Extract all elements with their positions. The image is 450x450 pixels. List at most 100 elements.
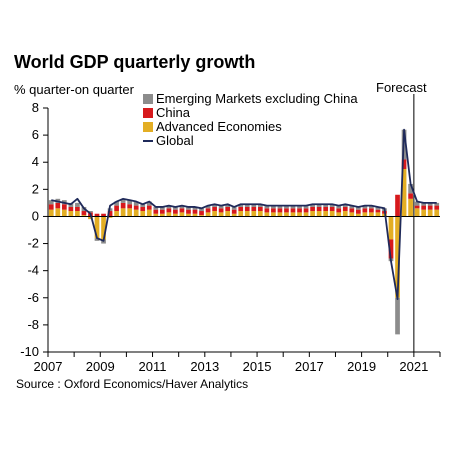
bar-china — [264, 208, 270, 213]
bar-emerging-markets — [369, 205, 374, 209]
y-tick-label: -10 — [20, 344, 39, 359]
bar-china — [349, 208, 355, 213]
bar-emerging-markets — [355, 206, 361, 210]
bar-china — [257, 206, 263, 212]
bar-advanced-economies — [290, 212, 296, 217]
bar-emerging-markets — [244, 204, 250, 207]
x-tick-label: 2013 — [190, 359, 219, 374]
bar-china — [434, 205, 440, 210]
bar-emerging-markets — [290, 205, 296, 209]
bar-china — [225, 206, 231, 212]
bar-emerging-markets — [342, 204, 348, 207]
bar-emerging-markets — [199, 208, 204, 212]
global-growth-line — [51, 128, 437, 301]
bar-china — [205, 208, 211, 213]
bar-china — [218, 208, 224, 213]
bar-emerging-markets — [48, 200, 54, 205]
bar-emerging-markets — [316, 204, 322, 207]
bar-emerging-markets — [153, 206, 159, 210]
legend-item-emerging: Emerging Markets excluding China — [143, 92, 358, 106]
bar-china — [179, 208, 185, 213]
bar-emerging-markets — [173, 206, 178, 210]
bar-emerging-markets — [186, 206, 191, 210]
bar-china — [166, 208, 172, 213]
y-tick-label: 8 — [32, 100, 39, 115]
bar-emerging-markets — [179, 205, 185, 209]
bar-emerging-markets — [310, 204, 315, 207]
y-tick-label: -8 — [27, 317, 39, 332]
x-tick-label: 2021 — [399, 359, 428, 374]
bar-advanced-economies — [336, 212, 342, 217]
bar-china — [68, 206, 74, 212]
bar-emerging-markets — [133, 201, 139, 206]
bar-advanced-economies — [257, 211, 263, 217]
source-note: Source : Oxford Economics/Haver Analytic… — [16, 377, 249, 391]
bar-advanced-economies — [264, 212, 270, 217]
bar-advanced-economies — [238, 211, 244, 217]
bar-china — [401, 159, 407, 169]
forecast-label: Forecast — [376, 80, 427, 95]
bar-emerging-markets — [303, 205, 309, 209]
bar-china — [133, 205, 139, 210]
bar-advanced-economies — [421, 209, 427, 217]
bar-advanced-economies — [107, 216, 113, 218]
legend-label-china: China — [156, 105, 190, 120]
bar-advanced-economies — [303, 212, 309, 217]
bar-emerging-markets — [225, 204, 231, 207]
bar-emerging-markets — [231, 206, 237, 210]
bar-emerging-markets — [212, 204, 217, 207]
bar-advanced-economies — [342, 211, 348, 217]
bar-china — [212, 206, 217, 212]
bar-china — [61, 204, 67, 210]
bar-china — [290, 208, 296, 213]
bar-emerging-markets — [362, 205, 368, 209]
bar-advanced-economies — [146, 209, 152, 217]
bar-emerging-markets — [395, 297, 400, 335]
legend-label-global: Global — [156, 133, 194, 148]
bar-advanced-economies — [310, 211, 315, 217]
bar-emerging-markets — [323, 204, 329, 207]
bar-advanced-economies — [179, 212, 185, 217]
bar-china — [414, 205, 420, 209]
bar-emerging-markets — [166, 205, 172, 209]
bar-emerging-markets — [427, 202, 433, 206]
bar-emerging-markets — [421, 202, 427, 206]
legend-swatch-china — [143, 108, 153, 118]
bar-china — [114, 205, 119, 212]
bar-emerging-markets — [277, 205, 283, 209]
bar-china — [297, 208, 302, 213]
bar-emerging-markets — [120, 198, 126, 203]
bar-advanced-economies — [127, 208, 133, 217]
bar-emerging-markets — [414, 201, 420, 206]
bar-emerging-markets — [238, 204, 244, 207]
bar-advanced-economies — [401, 169, 407, 217]
bar-china — [244, 206, 250, 212]
bar-emerging-markets — [140, 204, 146, 207]
bar-emerging-markets — [127, 200, 133, 205]
bar-china — [107, 211, 113, 217]
chart-title: World GDP quarterly growth — [14, 52, 256, 72]
x-tick-label: 2015 — [243, 359, 272, 374]
x-tick-label: 2011 — [139, 359, 167, 374]
bar-advanced-economies — [140, 211, 146, 217]
bar-china — [159, 209, 165, 214]
bar-emerging-markets — [114, 201, 119, 206]
bar-china — [251, 206, 257, 212]
bar-china — [323, 206, 329, 212]
bar-advanced-economies — [349, 212, 355, 217]
legend-item-advanced: Advanced Economies — [143, 120, 358, 134]
legend: Emerging Markets excluding China China A… — [143, 92, 358, 148]
bar-advanced-economies — [329, 211, 335, 217]
bar-advanced-economies — [120, 208, 126, 217]
bar-advanced-economies — [212, 211, 217, 217]
x-tick-label: 2017 — [295, 359, 324, 374]
bar-advanced-economies — [297, 212, 302, 217]
bar-china — [140, 206, 146, 212]
bar-advanced-economies — [199, 215, 204, 217]
bar-china — [192, 209, 198, 214]
bar-china — [329, 206, 335, 212]
bar-advanced-economies — [395, 216, 400, 298]
bar-china — [81, 211, 87, 216]
bar-china — [231, 209, 237, 214]
